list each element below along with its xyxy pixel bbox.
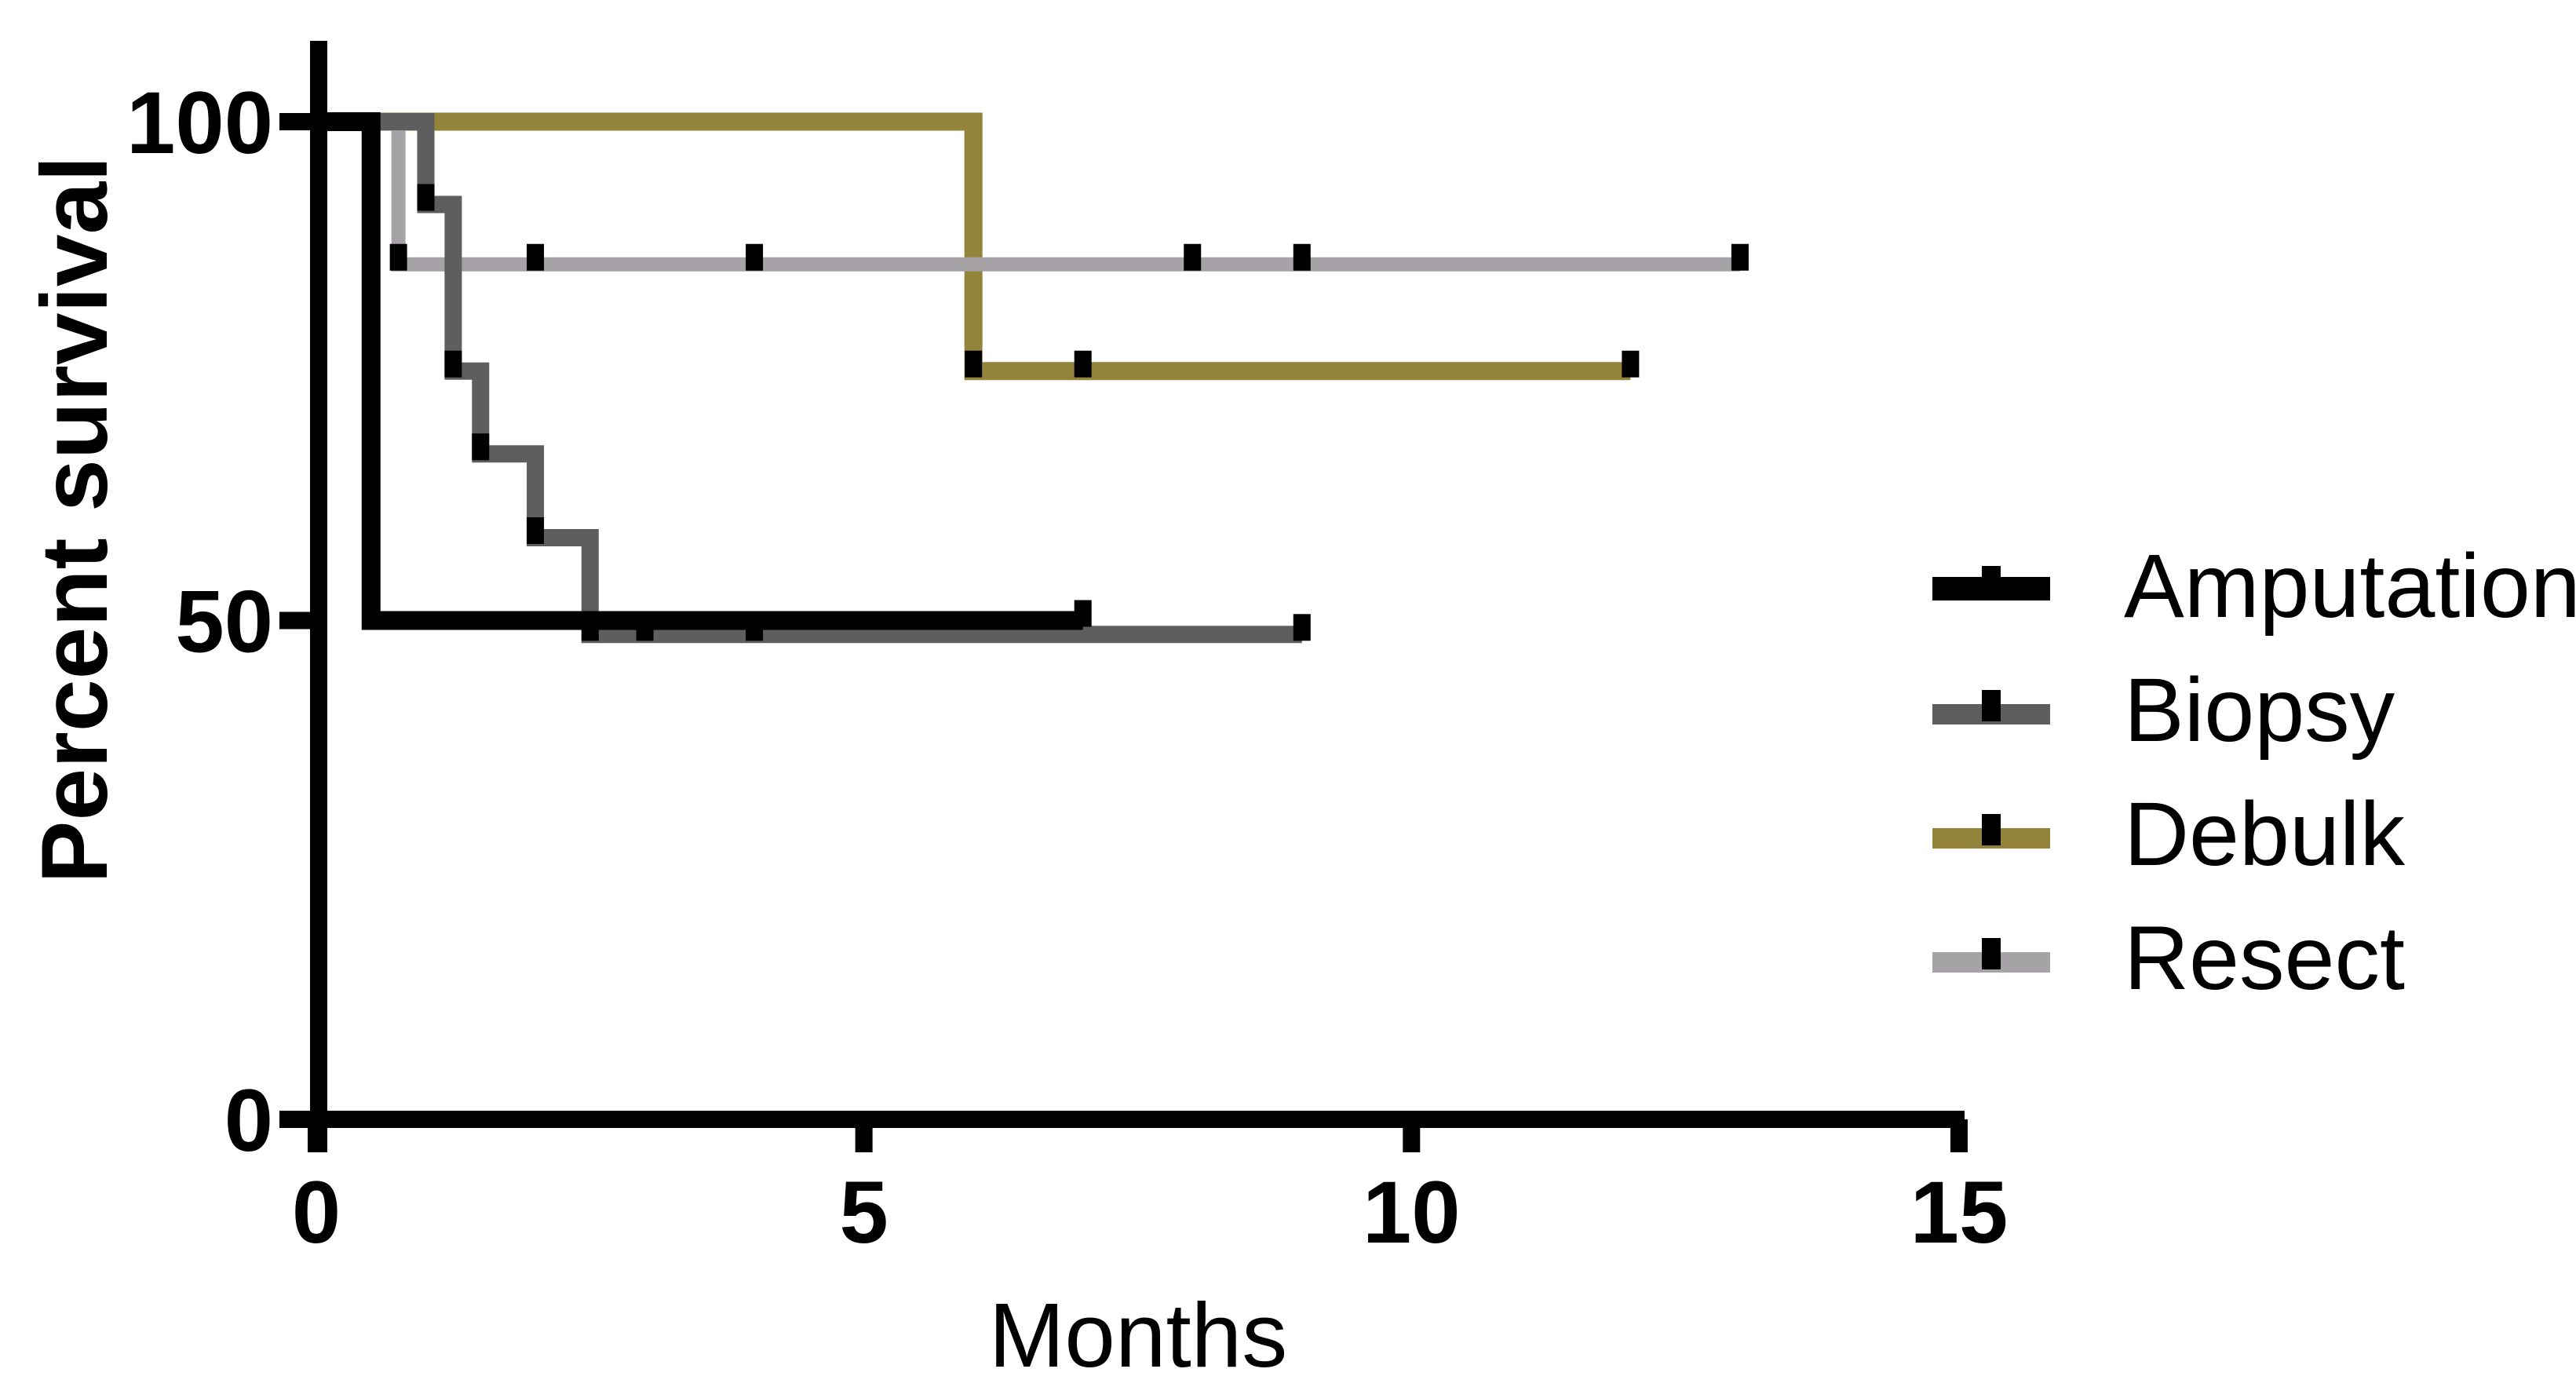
censor-tick-icon: [1982, 690, 2001, 721]
y-axis-title: Percent survival: [22, 155, 127, 884]
legend-item-biopsy: Biopsy: [1932, 648, 2576, 772]
legend-label: Amputation: [2124, 536, 2576, 637]
legend: Amputation Biopsy Debulk Resect: [1932, 524, 2576, 1020]
legend-item-debulk: Debulk: [1932, 772, 2576, 896]
km-line-with-tick-icon: [1932, 566, 2050, 607]
tick-marker-biopsy: [444, 350, 462, 378]
axes: [279, 41, 1968, 1152]
tick-marker-resect: [746, 243, 764, 271]
tick-marker-resect: [527, 243, 545, 271]
tick-marker-amputation: [1074, 600, 1092, 627]
x-axis-title: Months: [988, 1284, 1288, 1386]
legend-label: Debulk: [2124, 784, 2405, 885]
y-tick-label: 100: [126, 74, 273, 172]
y-tick: [279, 611, 311, 630]
km-line-with-tick-icon: [1932, 690, 2050, 731]
x-tick-label: 10: [1363, 1163, 1461, 1261]
tick-marker-biopsy: [472, 433, 490, 461]
tick-marker-debulk: [965, 350, 983, 378]
censor-tick-icon: [1982, 938, 2001, 969]
x-tick: [855, 1119, 873, 1152]
curve-amputation: [316, 112, 1083, 630]
x-tick-label: 0: [292, 1163, 341, 1261]
x-axis-spine: [283, 1111, 1965, 1128]
tick-marker-biopsy: [581, 614, 599, 641]
x-tick: [1950, 1119, 1968, 1152]
y-axis-spine: [310, 41, 327, 1152]
tick-marker-debulk: [1622, 350, 1640, 378]
legend-item-resect: Resect: [1932, 896, 2576, 1020]
x-tick-label: 5: [840, 1163, 888, 1261]
tick-marker-biopsy: [746, 614, 764, 641]
tick-marker-resect: [389, 243, 407, 271]
legend-label: Resect: [2124, 908, 2405, 1009]
tick-marker-resect: [1293, 243, 1311, 271]
tick-marker-debulk: [1074, 350, 1092, 378]
tick-marker-biopsy: [527, 517, 545, 545]
x-tick: [308, 1119, 325, 1152]
curve-debulk: [316, 112, 1631, 381]
y-tick-label: 0: [224, 1071, 273, 1170]
censor-tick-markers: [389, 184, 1749, 641]
y-tick-label: 50: [175, 573, 273, 671]
tick-marker-resect: [1184, 243, 1202, 271]
tick-marker-biopsy: [417, 184, 435, 211]
x-tick: [1403, 1119, 1421, 1152]
tick-marker-resect: [1731, 243, 1749, 271]
tick-labels: 0 50 100 0 5 10 15: [126, 74, 2008, 1261]
km-line-with-tick-icon: [1932, 938, 2050, 979]
x-tick-label: 15: [1910, 1163, 2009, 1261]
censor-tick-icon: [1982, 566, 2001, 597]
legend-item-amputation: Amputation: [1932, 524, 2576, 648]
tick-marker-biopsy: [636, 614, 654, 641]
legend-label: Biopsy: [2124, 660, 2395, 761]
survival-curves: [316, 112, 1740, 644]
curve-resect: [316, 115, 1740, 272]
tick-marker-biopsy: [1293, 614, 1311, 641]
km-line-with-tick-icon: [1932, 814, 2050, 855]
censor-tick-icon: [1982, 814, 2001, 845]
y-tick: [279, 113, 311, 130]
y-tick: [279, 1111, 311, 1128]
